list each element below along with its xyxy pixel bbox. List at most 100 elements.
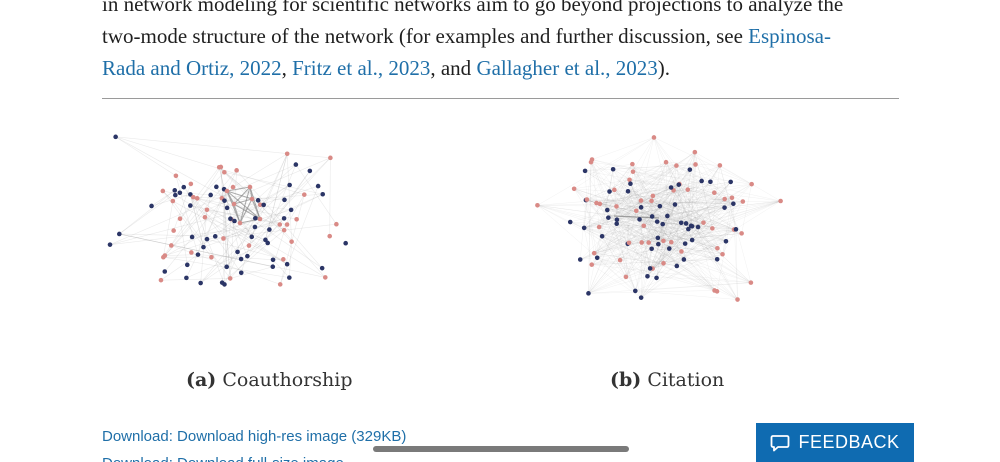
network-edge [591,159,636,291]
network-edge [537,205,672,243]
network-edge [616,183,752,220]
network-node [294,217,299,222]
network-edge [597,204,676,258]
network-node [637,217,642,222]
network-edge [272,209,292,267]
network-edge [608,183,680,218]
network-edge [681,200,781,224]
download-high-res-link[interactable]: Download: Download high-res image (329KB… [102,428,407,445]
network-node [628,181,633,187]
network-edge [673,190,727,242]
network-edge [658,228,713,245]
network-edge [608,217,718,249]
network-edge [200,157,331,284]
network-edge [602,236,718,292]
network-edge [684,226,699,244]
network-edge [614,189,676,205]
network-edge [223,238,225,285]
network-edge [588,223,617,294]
network-edge [206,157,331,211]
network-edge [641,207,735,230]
network-edge [591,264,751,283]
network-node [614,221,619,227]
citation-link-espinosa-rada[interactable]: Espinosa- Rada and Ortiz, 2022 [102,24,831,80]
network-edge [658,200,781,245]
network-edge [590,161,682,223]
network-edge [616,165,677,224]
network-figure[interactable]: (a) Coauthorship (b) Citation [102,99,899,401]
network-edge [670,187,718,260]
network-edge [647,192,715,277]
network-node [281,257,286,262]
network-edge [647,165,721,277]
network-edge [590,162,649,243]
network-edge [601,189,688,237]
network-node [224,205,230,211]
network-edge [583,163,633,229]
network-edge [667,201,743,217]
network-node [567,219,573,225]
network-edge [629,179,727,242]
network-node [188,192,193,197]
network-edge [608,198,725,218]
network-edge [628,190,674,192]
feedback-button[interactable]: FEEDBACK [756,423,914,462]
network-node [184,262,190,268]
network-edge [662,222,682,225]
network-node [714,256,720,262]
network-edge [657,184,680,238]
network-node [162,253,168,258]
network-edge [652,251,682,269]
network-node [319,265,325,271]
network-node [214,184,219,190]
network-edge [636,210,704,223]
citation-link-fritz[interactable]: Fritz et al., 2023 [292,56,431,80]
citation-link-gallagher[interactable]: Gallagher et al., 2023 [476,56,658,80]
network-edge [710,181,734,204]
network-edge [632,163,718,260]
network-edge [290,193,323,211]
network-edge [625,224,663,278]
network-edge [710,165,721,182]
network-graph-image [107,134,783,302]
network-edge [537,205,725,208]
network-edge [586,183,680,200]
network-edge [673,190,737,230]
network-edge [172,200,288,265]
network-node [589,262,595,267]
network-edge [653,137,682,252]
network-edge [233,203,241,224]
network-edge [591,183,631,265]
network-edge [223,189,253,237]
network-edge [220,166,231,279]
network-edge [596,202,664,264]
network-edge [687,181,711,190]
network-edge [625,200,652,277]
network-edge [648,184,679,243]
network-edge [609,191,699,228]
network-node [695,224,701,230]
network-edge [119,190,175,235]
network-edge [580,197,733,260]
network-edge [220,166,228,267]
network-edge [663,200,781,242]
network-edge [635,162,667,291]
download-full-size-link[interactable]: Download: Download full-size image [102,455,344,462]
network-node [267,227,272,232]
network-edge [584,170,628,244]
network-edge [640,248,652,298]
network-edge [206,238,284,260]
network-edge [163,184,290,258]
network-node [252,224,258,230]
horizontal-scrollbar[interactable] [373,446,629,452]
network-edge [656,215,668,278]
network-node [582,168,588,174]
network-edge [591,137,655,160]
network-edge [164,254,198,256]
network-edge [717,201,744,249]
network-edge [628,137,655,243]
network-edge [591,159,733,199]
network-edge [597,203,734,259]
network-edge [573,188,630,243]
network-edge [584,180,702,229]
